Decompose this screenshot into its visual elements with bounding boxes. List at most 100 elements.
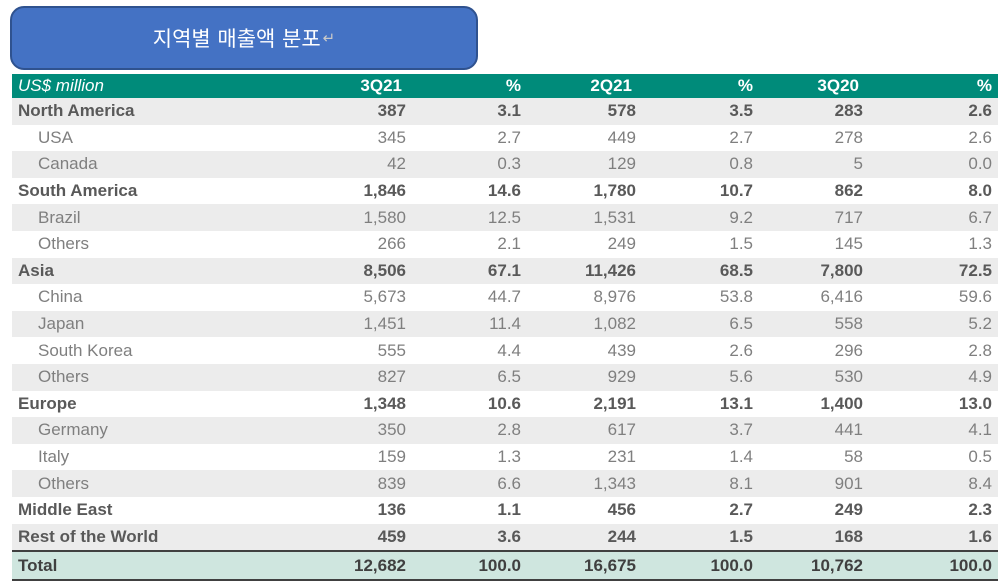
cell-2q21-pct: 2.7 (729, 127, 753, 147)
cell-3q20: 145 (834, 234, 863, 254)
cell-2q21-pct: 5.6 (729, 367, 753, 387)
row-label: China (38, 287, 83, 307)
row-label: Others (38, 367, 90, 387)
header-pct: % (505, 76, 521, 95)
table-row: Others 266 2.1 249 1.5 145 1.3 (12, 231, 998, 258)
cell-2q21-pct: 68.5 (719, 260, 753, 280)
cell-3q21-pct: 3.1 (497, 101, 521, 121)
cell-3q21-pct: 3.6 (497, 526, 521, 546)
table-row: Brazil 1,580 12.5 1,531 9.2 717 6.7 (12, 204, 998, 231)
cell-3q20-pct: 1.6 (968, 526, 992, 546)
slide-title-box: 지역별 매출액 분포 ↵ (10, 6, 478, 70)
cell-3q21: 350 (377, 420, 406, 440)
cell-3q20: 249 (834, 500, 863, 520)
cell-3q21: 266 (377, 234, 406, 254)
regional-sales-table: US$ million 3Q21 % 2Q21 % 3Q20 % North A… (12, 74, 998, 582)
cell-2q21-pct: 10.7 (719, 181, 753, 201)
cell-3q21-pct: 100.0 (478, 555, 521, 575)
slide-title: 지역별 매출액 분포 (152, 27, 321, 51)
header-3q21: 3Q21 (360, 76, 402, 95)
cell-3q21-pct: 2.1 (497, 234, 521, 254)
row-label: Rest of the World (18, 526, 159, 546)
cell-3q20: 10,762 (811, 555, 863, 575)
header-pct: % (976, 76, 992, 95)
cell-2q21: 1,780 (593, 181, 636, 201)
table-body: North America 387 3.1 578 3.5 283 2.6 USA 345 2.7… (12, 98, 998, 551)
cell-3q21: 1,580 (363, 207, 406, 227)
row-label: Germany (38, 420, 108, 440)
cell-3q20-pct: 100.0 (949, 555, 992, 575)
table-row: Europe 1,348 10.6 2,191 13.1 1,400 13.0 (12, 391, 998, 418)
table-row: North America 387 3.1 578 3.5 283 2.6 (12, 98, 998, 125)
cell-3q21-pct: 11.4 (489, 314, 521, 334)
cell-3q20: 1,400 (820, 393, 863, 413)
cell-2q21-pct: 3.7 (729, 420, 753, 440)
cell-3q21: 5,673 (363, 287, 406, 307)
row-label: Others (38, 234, 90, 254)
row-label: Japan (38, 314, 85, 334)
row-label: North America (18, 101, 135, 121)
table-row: Italy 159 1.3 231 1.4 58 0.5 (12, 444, 998, 471)
total-row: Total 12,682 100.0 16,675 100.0 10,762 1… (12, 550, 998, 582)
cell-3q21: 827 (377, 367, 406, 387)
cell-2q21-pct: 1.5 (729, 234, 753, 254)
cell-3q21-pct: 2.8 (497, 420, 521, 440)
cell-3q21: 345 (377, 127, 406, 147)
cell-2q21-pct: 9.2 (729, 207, 753, 227)
cell-3q20-pct: 2.8 (968, 340, 992, 360)
table-row: Rest of the World 459 3.6 244 1.5 168 1.6 (12, 523, 998, 551)
cell-3q20-pct: 59.6 (958, 287, 992, 307)
header-pct: % (737, 76, 753, 95)
row-label: Brazil (38, 207, 81, 227)
cell-3q21: 839 (377, 473, 406, 493)
cell-3q21: 1,348 (363, 393, 406, 413)
cell-2q21-pct: 2.6 (729, 340, 753, 360)
cell-2q21-pct: 13.1 (719, 393, 753, 413)
table-row: South America 1,846 14.6 1,780 10.7 862 8.0 (12, 178, 998, 205)
cell-2q21: 2,191 (593, 393, 636, 413)
cell-2q21-pct: 8.1 (729, 473, 753, 493)
table-row: USA 345 2.7 449 2.7 278 2.6 (12, 125, 998, 152)
cell-3q21: 1,846 (363, 181, 406, 201)
cell-3q21-pct: 6.6 (497, 473, 521, 493)
row-label: USA (38, 127, 73, 147)
cell-3q20: 901 (834, 473, 863, 493)
cell-3q20: 717 (834, 207, 863, 227)
table-row: Japan 1,451 11.4 1,082 6.5 558 5.2 (12, 310, 998, 338)
cell-2q21: 249 (607, 234, 636, 254)
cell-3q21: 555 (377, 340, 406, 360)
cell-2q21: 16,675 (584, 555, 636, 575)
cell-2q21-pct: 2.7 (729, 500, 753, 520)
table-row: Canada 42 0.3 129 0.8 5 0.0 (12, 151, 998, 178)
cell-3q20-pct: 4.9 (968, 367, 992, 387)
cell-3q21-pct: 1.3 (497, 447, 521, 467)
cell-3q21-pct: 6.5 (497, 367, 521, 387)
cell-3q20-pct: 4.1 (968, 420, 992, 440)
cell-3q21-pct: 12.5 (487, 207, 521, 227)
cell-3q20: 7,800 (820, 260, 863, 280)
table-row: South Korea 555 4.4 439 2.6 296 2.8 (12, 337, 998, 364)
cell-2q21-pct: 3.5 (729, 101, 753, 121)
cell-3q21: 12,682 (354, 555, 406, 575)
table-row: Others 827 6.5 929 5.6 530 4.9 (12, 363, 998, 391)
cell-2q21: 456 (607, 500, 636, 520)
cell-2q21-pct: 100.0 (710, 555, 753, 575)
row-label: Asia (18, 260, 54, 280)
cell-3q20: 441 (834, 420, 863, 440)
table-row: Germany 350 2.8 617 3.7 441 4.1 (12, 417, 998, 444)
cell-3q20: 278 (834, 127, 863, 147)
row-label: Europe (18, 393, 77, 413)
cell-2q21: 1,082 (593, 314, 636, 334)
cell-3q20: 58 (844, 447, 863, 467)
cell-2q21: 449 (607, 127, 636, 147)
cell-3q20: 5 (853, 154, 863, 174)
cell-2q21: 439 (607, 340, 636, 360)
cell-3q21-pct: 14.6 (487, 181, 521, 201)
cell-3q20-pct: 0.0 (968, 154, 992, 174)
cell-3q21: 42 (387, 154, 406, 174)
cell-3q21-pct: 1.1 (497, 500, 521, 520)
cell-3q20-pct: 2.3 (968, 500, 992, 520)
cell-3q20: 296 (834, 340, 863, 360)
cell-2q21: 11,426 (584, 260, 636, 280)
row-label: Middle East (18, 500, 113, 520)
